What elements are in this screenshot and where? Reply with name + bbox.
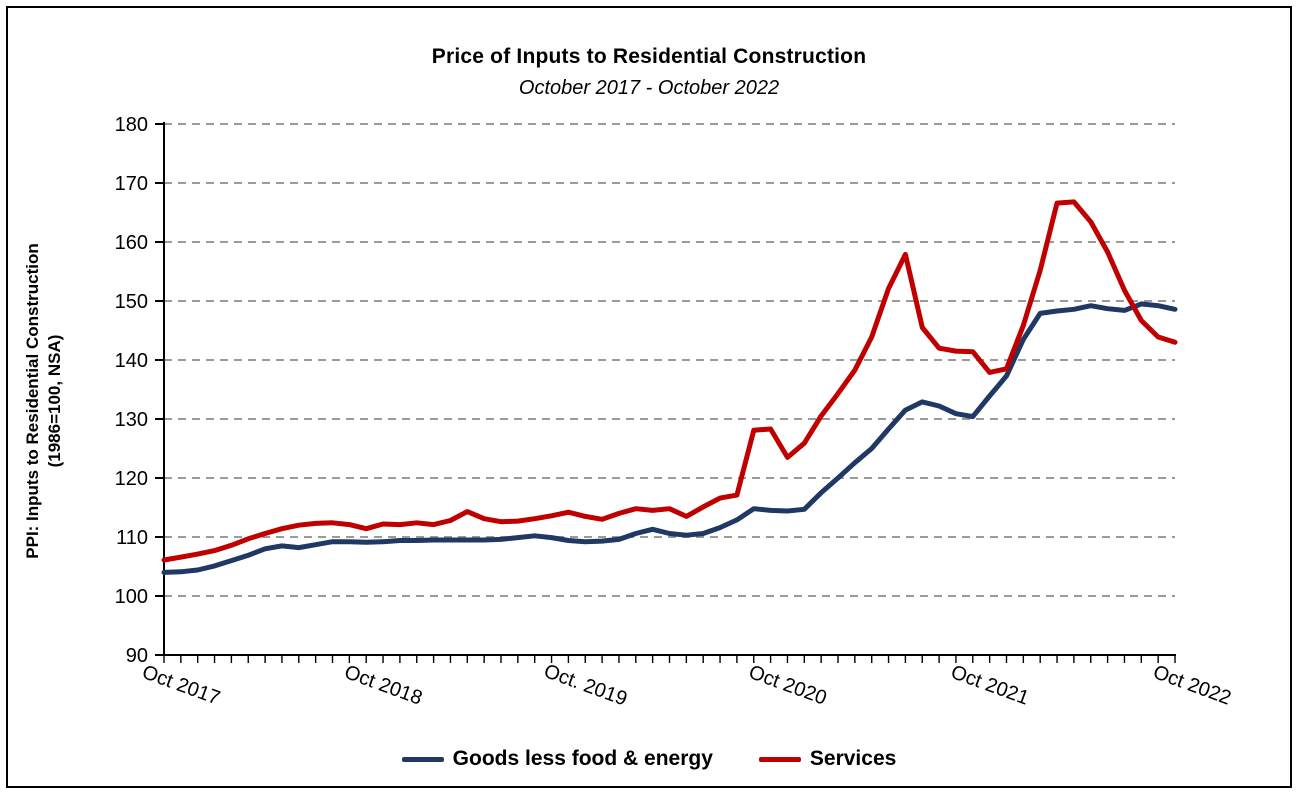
y-tick-label-130: 130 (115, 409, 148, 431)
x-tick-label-oct-2022: Oct 2022 (1150, 661, 1234, 709)
chart-title: Price of Inputs to Residential Construct… (431, 45, 867, 68)
legend-label-goods: Goods less food & energy (452, 747, 713, 770)
y-tick-label-160: 160 (115, 232, 148, 254)
legend: Goods less food & energy Services (0, 747, 1298, 771)
y-tick-label-170: 170 (115, 173, 148, 195)
x-tick-label-oct-2020: Oct 2020 (746, 661, 830, 709)
y-tick-label-140: 140 (115, 350, 148, 372)
x-tick-label-oct-2019: Oct. 2019 (541, 660, 630, 710)
x-tick-label-oct-2021: Oct 2021 (948, 661, 1032, 709)
chart-subtitle: October 2017 - October 2022 (518, 77, 780, 99)
legend-line-sample-goods (401, 756, 444, 762)
legend-item-goods: Goods less food & energy (401, 747, 713, 771)
x-tick-label-oct-2018: Oct 2018 (341, 661, 425, 709)
y-tick-label-90: 90 (126, 645, 148, 667)
legend-line-sample-services (758, 756, 801, 762)
series-line-services (161, 199, 1178, 563)
chart-outer-border (6, 6, 1292, 788)
series-line-goods-less-food-energy (161, 301, 1178, 575)
y-tick-label-120: 120 (115, 468, 148, 490)
y-tick-label-110: 110 (116, 527, 148, 549)
y-tick-label-100: 100 (115, 586, 148, 608)
legend-item-services: Services (758, 747, 897, 771)
y-tick-label-180: 180 (115, 114, 148, 136)
legend-label-services: Services (809, 747, 897, 770)
x-tick-label-oct-2017: Oct 2017 (139, 661, 223, 709)
y-tick-label-150: 150 (115, 291, 148, 313)
